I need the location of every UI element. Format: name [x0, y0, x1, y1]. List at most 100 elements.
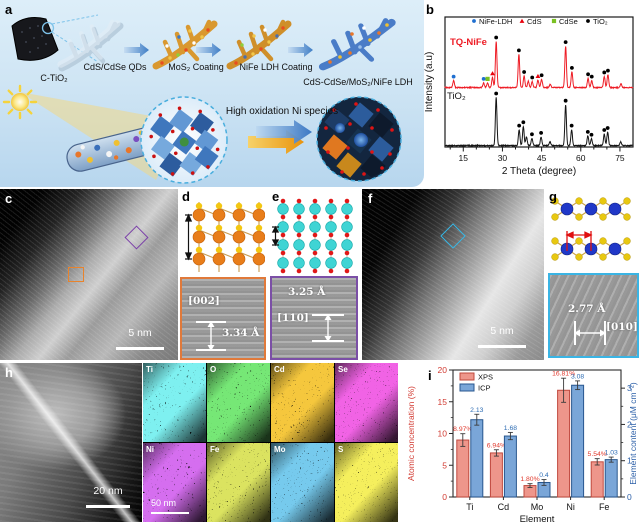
svg-text:Element content (μM cm⁻²): Element content (μM cm⁻²) [628, 382, 638, 485]
mos2-hrtem-inset: 2.77 Å [010] [548, 273, 639, 358]
maps-scale-bar [151, 512, 189, 514]
svg-text:8.97%: 8.97% [453, 426, 472, 433]
svg-text:1: 1 [627, 456, 632, 466]
svg-text:30: 30 [498, 153, 508, 163]
svg-text:15: 15 [438, 397, 448, 407]
map-shading [335, 443, 398, 522]
svg-text:20: 20 [438, 365, 448, 375]
composition-bar-plot: 0 5 10 15 20 0 1 2 3 Atomic concentration (%) Elem… [406, 365, 638, 523]
svg-text:Ti: Ti [466, 502, 473, 512]
cds-crystal-structure [184, 202, 265, 272]
map-tile-ni: Ni 50 nm [143, 443, 206, 522]
label-c-tio2: C-TiO₂ [40, 73, 68, 83]
d-spacing-arrow-icon [271, 225, 280, 247]
panel-label-d: d [182, 189, 190, 204]
svg-text:XPS: XPS [478, 373, 493, 382]
panel-f-tem-image: f 5 nm [362, 189, 544, 360]
svg-text:45: 45 [537, 153, 547, 163]
d-spacing-arrow-icon [184, 213, 193, 261]
plane-label: [010] [606, 321, 638, 333]
scale-bar [86, 505, 130, 508]
map-shading [335, 363, 398, 442]
cds-region-marker [68, 267, 84, 282]
map-tile-o: O [207, 363, 270, 442]
svg-text:TiO₂: TiO₂ [593, 17, 608, 26]
panel-label-a: a [5, 2, 13, 17]
svg-text:Ni: Ni [566, 502, 575, 512]
svg-text:ICP: ICP [478, 384, 491, 393]
spacing-value: 3.34 Å [222, 327, 260, 339]
map-shading [207, 363, 270, 442]
spacing-value: 2.77 Å [568, 303, 606, 315]
svg-text:Atomic concentration (%): Atomic concentration (%) [406, 386, 416, 481]
svg-text:5: 5 [442, 460, 447, 470]
map-tile-cd: Cd [271, 363, 334, 442]
qd-decorated-branch [150, 12, 224, 72]
mos2-region-marker [440, 223, 466, 249]
label-cds-cdse-qds: CdS/CdSe QDs [83, 62, 147, 72]
map-element-label: Fe [210, 445, 220, 454]
map-element-label: O [210, 365, 217, 374]
tio2-region-marker [124, 225, 149, 250]
map-shading [143, 363, 206, 442]
svg-text:1.03: 1.03 [605, 450, 618, 457]
map-element-label: Ti [146, 365, 153, 374]
map-tile-mo: Mo [271, 443, 334, 522]
map-element-label: Mo [274, 445, 286, 454]
magnifier-icon [41, 21, 55, 35]
svg-text:CdSe: CdSe [559, 17, 578, 26]
maps-scale-bar-label: 50 nm [151, 498, 177, 508]
map-element-label: Se [338, 365, 348, 374]
tio2-crystal-structure [271, 198, 353, 274]
svg-text:Cd: Cd [498, 502, 510, 512]
map-element-label: Cd [274, 365, 285, 374]
label-final-product: CdS-CdSe/MoS₂/NiFe LDH [303, 77, 413, 87]
svg-text:0: 0 [627, 492, 632, 502]
carbon-cloth-illustration [11, 14, 99, 63]
elemental-maps-grid: Ti O Cd Se Ni 50 nm Fe Mo S [143, 363, 398, 522]
svg-text:3.08: 3.08 [571, 373, 584, 380]
sun-icon [2, 84, 38, 120]
plane-label: [110] [277, 312, 309, 324]
svg-text:TQ-NiFe: TQ-NiFe [450, 37, 487, 48]
panel-i-bar-chart: i 0 5 10 15 20 0 1 2 3 Atomic concentration (%) El… [400, 360, 640, 523]
map-element-label: Ni [146, 445, 154, 454]
ldh-crystal-zoom-circle [140, 96, 228, 184]
panel-label-e: e [272, 189, 280, 204]
spacing-arrow-icon [324, 314, 332, 342]
panel-label-f: f [368, 191, 373, 206]
svg-text:Mo: Mo [531, 502, 544, 512]
map-tile-s: S [335, 443, 398, 522]
annotation-high-oxidation: High oxidation Ni species [225, 106, 339, 117]
svg-text:60: 60 [576, 153, 586, 163]
light-beam [20, 92, 184, 180]
svg-text:Element: Element [520, 514, 555, 523]
svg-text:1.80%: 1.80% [520, 476, 539, 483]
map-tile-ti: Ti [143, 363, 206, 442]
scale-bar [478, 345, 526, 348]
step-arrow-2-icon [196, 43, 221, 57]
svg-text:10: 10 [438, 429, 448, 439]
svg-text:75: 75 [615, 153, 625, 163]
scale-bar [116, 347, 164, 350]
map-shading [143, 443, 206, 522]
panel-label-i: i [428, 368, 432, 383]
xrd-plot: 15 30 45 60 75 2 Theta (degree) Intensity (a.u… [424, 16, 634, 177]
spacing-arrow-icon [207, 321, 215, 351]
a-spacing-arrow-icon [565, 231, 593, 251]
svg-text:CdS: CdS [527, 17, 542, 26]
step-arrow-3-icon [288, 43, 313, 57]
scale-bar-label: 5 nm [490, 325, 514, 337]
nife-ldh-coated-branch [316, 10, 404, 74]
svg-text:2: 2 [627, 419, 632, 429]
spacing-value: 3.25 Å [288, 286, 326, 298]
panel-a-synthesis-schematic: a C-TiO₂ [0, 0, 424, 187]
svg-text:16.81%: 16.81% [552, 371, 575, 378]
svg-text:2 Theta (degree): 2 Theta (degree) [502, 166, 576, 177]
transformation-arrow-icon [248, 120, 312, 154]
svg-text:15: 15 [459, 153, 469, 163]
map-tile-se: Se [335, 363, 398, 442]
tio2-hrtem-inset: 3.25 Å [110] [270, 276, 358, 360]
scale-bar-label: 5 nm [128, 327, 152, 339]
panel-label-c: c [5, 191, 13, 206]
